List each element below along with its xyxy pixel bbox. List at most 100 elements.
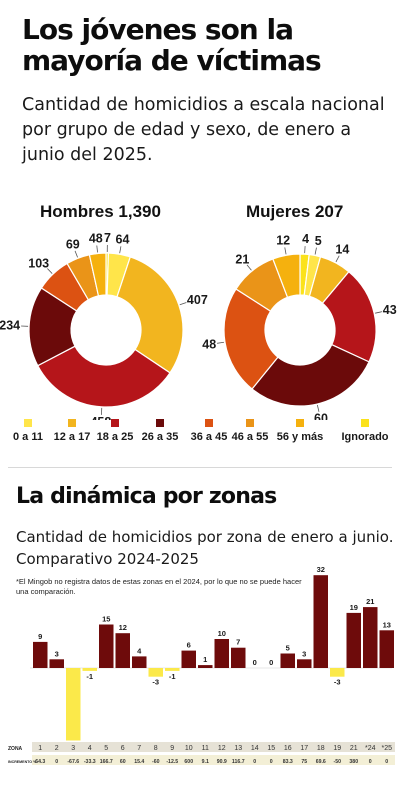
row-label-incremento: INCREMENTO % bbox=[8, 760, 37, 764]
incremento-cell: 64.3 bbox=[35, 759, 45, 765]
zona-cell: 11 bbox=[202, 745, 209, 752]
incremento-cell: -67.6 bbox=[67, 759, 79, 765]
bar-value-label: 15 bbox=[102, 615, 110, 624]
zona-cell: 12 bbox=[218, 745, 226, 752]
bar-zona-5 bbox=[99, 624, 114, 668]
bar-zona-25 bbox=[379, 630, 394, 668]
zona-cell: 9 bbox=[170, 745, 174, 752]
bar-value-label: 21 bbox=[366, 597, 374, 606]
legend-swatch bbox=[296, 419, 304, 427]
legend-swatch bbox=[205, 419, 213, 427]
incremento-cell: -60 bbox=[152, 759, 160, 765]
mujeres-label-18-a-25: 43 bbox=[383, 303, 397, 317]
hombres-label-18-a-25: 458 bbox=[90, 415, 111, 420]
mujeres-label-46-a-55: 21 bbox=[235, 252, 249, 266]
hombres-label-36-a-45: 103 bbox=[28, 256, 49, 270]
mujeres-leader-26-a-35 bbox=[316, 404, 320, 412]
hombres-label-ignorado: 7 bbox=[104, 231, 111, 245]
bar-zona-13 bbox=[231, 647, 246, 668]
hombres-leader-12-a-17 bbox=[179, 302, 187, 306]
bar-value-label: 4 bbox=[137, 646, 142, 655]
bar-value-label: 19 bbox=[350, 603, 358, 612]
mujeres-label-12-a-17: 14 bbox=[335, 243, 349, 257]
legend-item-26-a-35: 26 a 35 bbox=[125, 419, 195, 443]
hombres-label-26-a-35: 234 bbox=[0, 319, 20, 333]
incremento-cell: -33.3 bbox=[84, 759, 96, 765]
mujeres-leader-18-a-25 bbox=[375, 311, 383, 314]
zona-cell: 8 bbox=[154, 745, 158, 752]
bar-zona-21 bbox=[346, 612, 361, 668]
incremento-cell: 15.4 bbox=[134, 759, 144, 765]
mujeres-hole bbox=[265, 295, 335, 365]
incremento-cell: 166.7 bbox=[100, 759, 113, 765]
legend-swatch bbox=[111, 419, 119, 427]
bar-value-label: -3 bbox=[334, 678, 341, 687]
legend-label: 18 a 25 bbox=[96, 431, 134, 443]
incremento-cell: 0 bbox=[270, 759, 273, 765]
legend-swatch bbox=[156, 419, 164, 427]
incremento-cell: 0 bbox=[385, 759, 388, 765]
bar-value-label: 6 bbox=[187, 641, 191, 650]
incremento-cell: 380 bbox=[349, 759, 358, 765]
zona-cell: 2 bbox=[55, 745, 59, 752]
legend-swatch bbox=[246, 419, 254, 427]
bar-zona-3 bbox=[66, 668, 81, 741]
bar-zona-10 bbox=[181, 650, 196, 668]
hombres-label-0-a-11: 64 bbox=[116, 232, 130, 246]
donut-title-mujeres: Mujeres 207 bbox=[246, 202, 344, 221]
zona-cell: 6 bbox=[121, 745, 125, 752]
bar-value-label: 3 bbox=[302, 649, 306, 658]
bar-value-label: 1 bbox=[203, 655, 207, 664]
legend-item-56-y-m-s: 56 y más bbox=[265, 419, 335, 443]
mujeres-label-26-a-35: 60 bbox=[314, 412, 328, 420]
bar-value-label: 32 bbox=[317, 565, 325, 574]
zona-cell: 15 bbox=[267, 745, 275, 752]
bar-zona-17 bbox=[297, 659, 312, 668]
incremento-cell: 600 bbox=[184, 759, 193, 765]
hombres-leader-36-a-45 bbox=[47, 268, 53, 274]
zona-cell: 18 bbox=[317, 745, 325, 752]
incremento-cell: 116.7 bbox=[232, 759, 245, 765]
hombres-label-56-y-m-s: 48 bbox=[89, 232, 103, 246]
zona-cell: 21 bbox=[350, 745, 358, 752]
incremento-cell: 90.9 bbox=[217, 759, 227, 765]
bar-value-label: 5 bbox=[286, 644, 290, 653]
donut-title-hombres: Hombres 1,390 bbox=[40, 202, 161, 221]
incremento-cell: -12.5 bbox=[166, 759, 178, 765]
zona-cell: 4 bbox=[88, 745, 92, 752]
hombres-slice-12-a-17 bbox=[116, 256, 184, 374]
age-legend: 0 a 11 12 a 17 18 a 25 26 a 35 36 a 45 46 a 5… bbox=[0, 419, 400, 453]
donut-charts: 7 64 407 458 234 103 69 48 45 14 43 60 48 21 12 bbox=[0, 231, 397, 420]
row-label-zona: ZONA bbox=[8, 746, 23, 752]
zona-cell: 17 bbox=[300, 745, 308, 752]
mujeres-slice-36-a-45 bbox=[223, 288, 279, 390]
hombres-slice-56-y-m-s bbox=[88, 252, 107, 297]
bar-zona-19 bbox=[330, 668, 345, 677]
mujeres-label-ignorado: 4 bbox=[302, 232, 309, 246]
incremento-cell: 75 bbox=[301, 759, 307, 765]
page-subtitle: Cantidad de homicidios a escala nacional… bbox=[22, 95, 385, 165]
bar-value-label: 9 bbox=[38, 632, 42, 641]
legend-label: 46 a 55 bbox=[231, 431, 269, 443]
legend-item-12-a-17: 12 a 17 bbox=[37, 419, 107, 443]
hombres-hole bbox=[71, 295, 141, 365]
incremento-cell: -50 bbox=[334, 759, 342, 765]
incremento-cell: 9.1 bbox=[202, 759, 209, 765]
incremento-row-bg bbox=[32, 755, 395, 765]
legend-swatch bbox=[361, 419, 369, 427]
zona-cell: *25 bbox=[381, 745, 392, 752]
zona-cell: 13 bbox=[234, 745, 242, 752]
zona-cell: 14 bbox=[251, 745, 259, 752]
bar-value-label: -3 bbox=[152, 678, 159, 687]
legend-item-46-a-55: 46 a 55 bbox=[215, 419, 285, 443]
incremento-cell: 0 bbox=[369, 759, 372, 765]
hombres-leader-0-a-11 bbox=[119, 246, 122, 254]
legend-label: 12 a 17 bbox=[53, 431, 91, 443]
mujeres-leader-0-a-11 bbox=[314, 247, 317, 255]
incremento-cell: 69.6 bbox=[316, 759, 326, 765]
mujeres-leader-12-a-17 bbox=[335, 255, 340, 263]
zona-row-bg bbox=[32, 742, 395, 752]
bar-value-label: 7 bbox=[236, 638, 240, 647]
legend-label: 56 y más bbox=[276, 431, 324, 443]
hombres-label-46-a-55: 69 bbox=[66, 237, 80, 251]
